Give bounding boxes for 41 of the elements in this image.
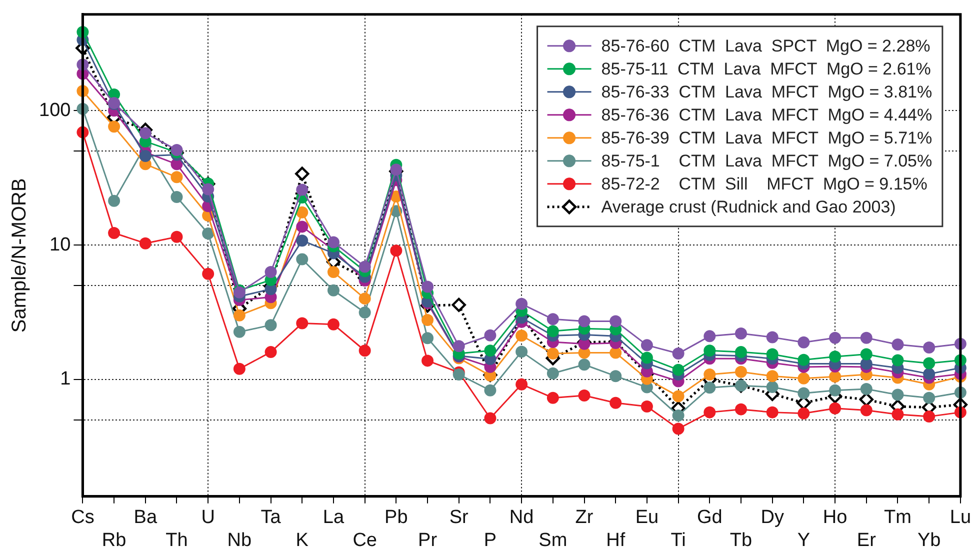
legend-label: 85-76-33 CTM Lava MFCT MgO = 3.81% [601, 82, 932, 102]
x-tick-label: K [296, 530, 309, 551]
x-tick-label: Yb [917, 530, 941, 551]
x-tick-label: Ce [352, 530, 377, 551]
legend-label: 85-75-1 CTM Lava MFCT MgO = 7.05% [601, 152, 932, 171]
legend-label: Average crust (Rudnick and Gao 2003) [601, 198, 896, 217]
x-tick-label: Zr [575, 507, 594, 528]
x-tick-label: Hf [606, 530, 626, 551]
x-tick-label: Gd [696, 507, 722, 528]
x-tick-label: Th [166, 530, 188, 551]
x-tick-label: U [201, 507, 215, 528]
x-tick-label: Nb [227, 530, 252, 551]
x-tick-label: Ta [260, 507, 282, 528]
x-tick-label: Tb [730, 530, 752, 551]
legend-label: 85-76-60 CTM Lava SPCT MgO = 2.28% [601, 36, 930, 56]
legend-label: 85-72-2 CTM Sill MFCT MgO = 9.15% [601, 174, 928, 194]
x-tick-label: Pb [384, 507, 408, 528]
x-tick-label: Eu [635, 507, 659, 528]
legend-label: 85-76-39 CTM Lava MFCT MgO = 5.71% [601, 128, 932, 148]
y-tick-label: 1 [60, 368, 71, 390]
x-tick-label: Ti [670, 530, 686, 551]
x-tick-label: Sr [449, 507, 470, 528]
x-tick-label: Sm [538, 530, 568, 551]
x-tick-label: La [322, 507, 344, 528]
x-tick-label: Y [797, 530, 810, 551]
x-tick-label: Ho [822, 507, 848, 528]
y-tick-label: 100 [39, 100, 71, 121]
x-tick-label: Lu [950, 507, 972, 528]
x-tick-label: Cs [71, 507, 94, 528]
x-tick-label: Tm [884, 507, 912, 528]
legend-label: 85-76-36 CTM Lava MFCT MgO = 4.44% [601, 106, 932, 125]
x-tick-label: Rb [102, 530, 126, 551]
x-tick-label: Pr [418, 530, 438, 551]
x-tick-label: Ba [134, 507, 158, 528]
x-tick-label: Nd [509, 507, 534, 528]
y-tick-label: 10 [50, 234, 71, 256]
x-tick-label: P [484, 530, 497, 551]
x-tick-label: Dy [760, 507, 784, 528]
legend-label: 85-75-11 CTM Lava MFCT MgO = 2.61% [601, 60, 931, 79]
y-axis-title: Sample/N-MORB [8, 178, 31, 333]
x-tick-label: Er [856, 530, 877, 551]
